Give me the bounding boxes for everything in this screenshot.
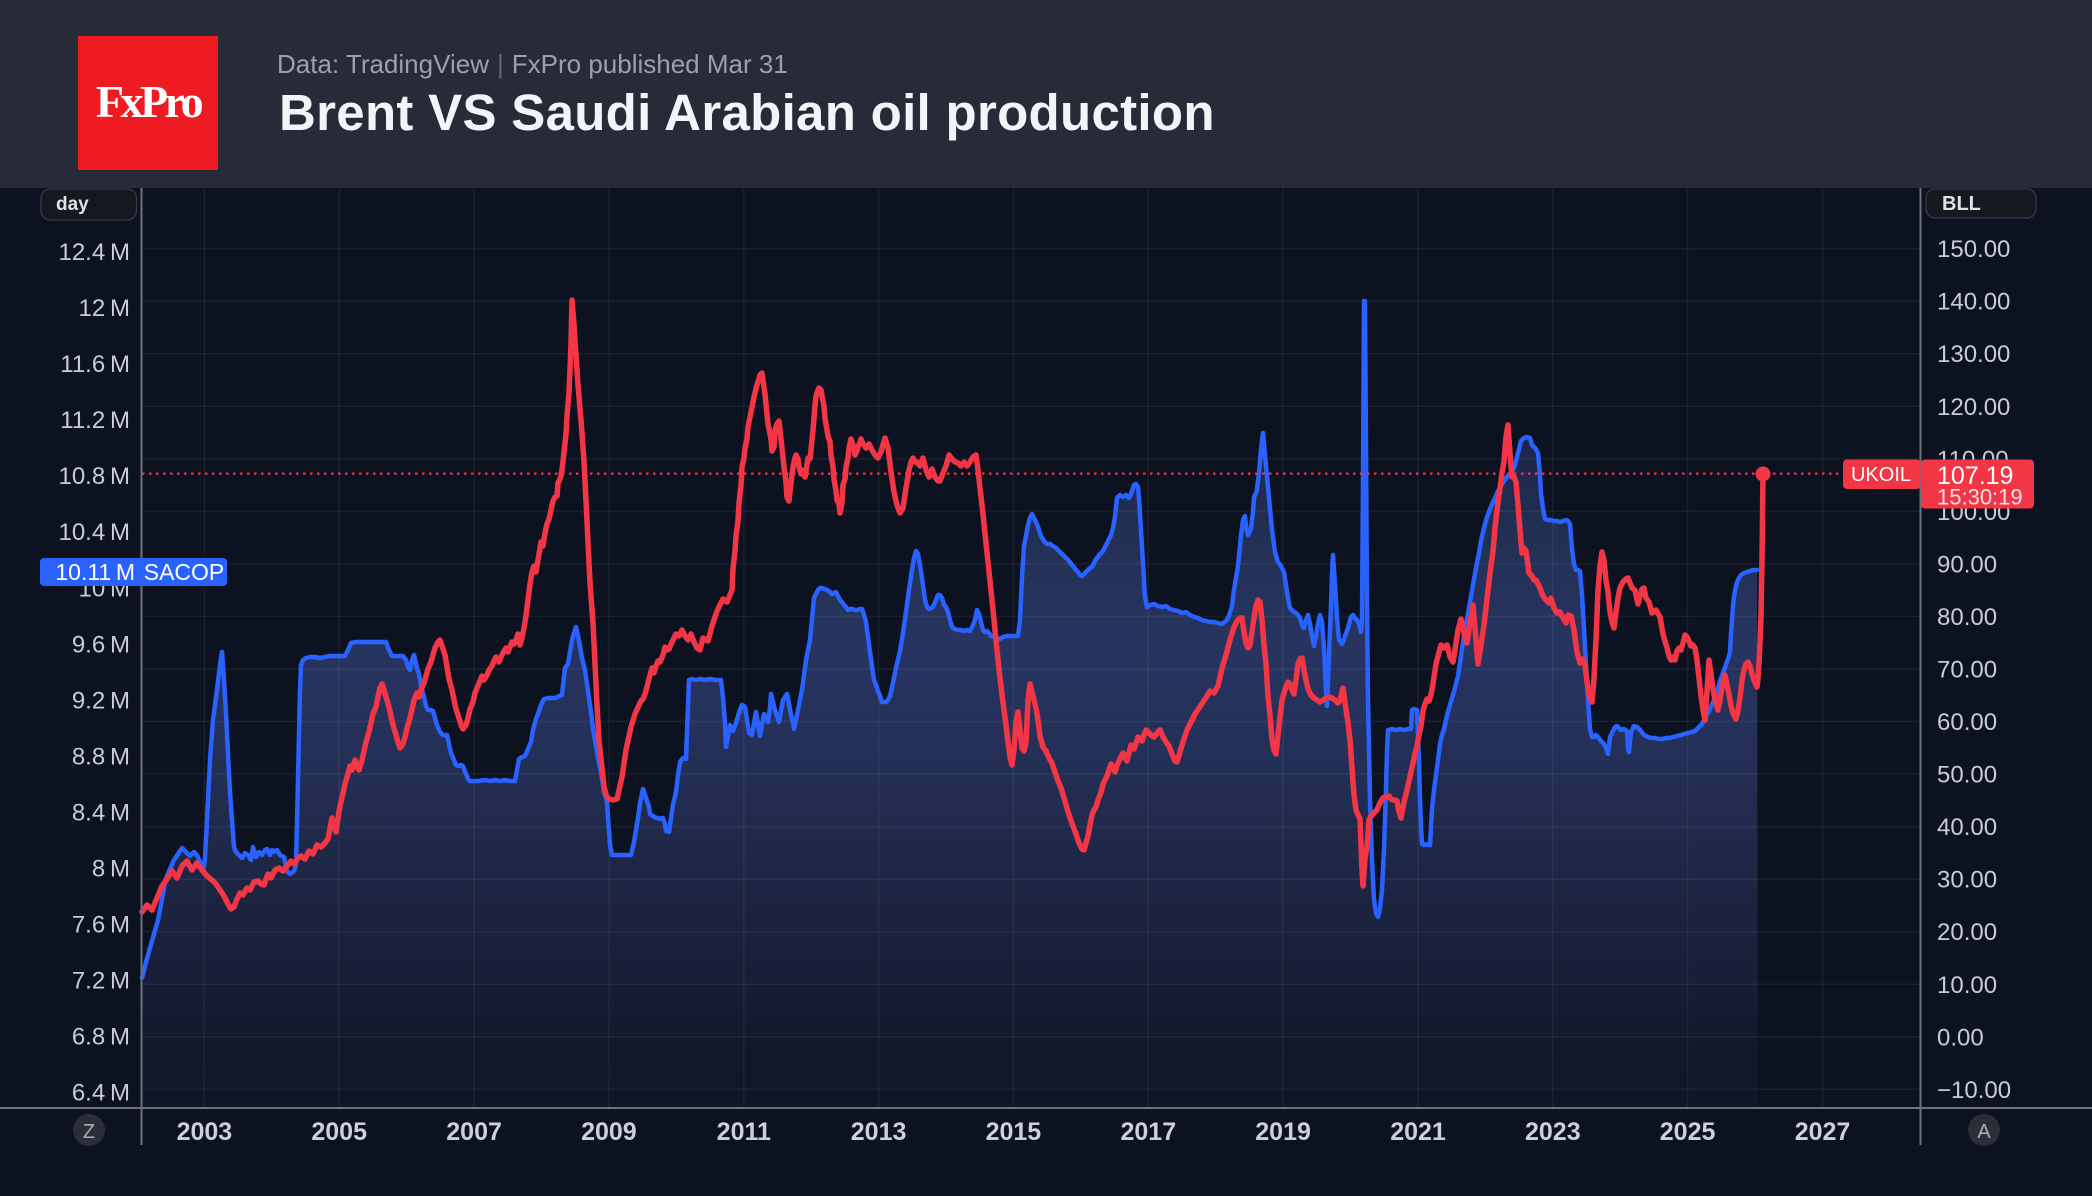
svg-text:80.00: 80.00 [1937, 604, 1997, 631]
svg-text:9.6 M: 9.6 M [72, 631, 130, 658]
svg-text:UKOIL: UKOIL [1851, 464, 1911, 486]
svg-text:6.8 M: 6.8 M [72, 1024, 130, 1051]
svg-text:day: day [56, 194, 89, 215]
svg-text:7.2 M: 7.2 M [72, 968, 130, 995]
svg-text:10.8 M: 10.8 M [58, 463, 130, 490]
svg-text:BLL: BLL [1942, 193, 1981, 215]
svg-text:90.00: 90.00 [1937, 551, 1997, 578]
svg-text:150.00: 150.00 [1937, 236, 2010, 263]
svg-text:120.00: 120.00 [1937, 394, 2010, 421]
svg-text:2005: 2005 [311, 1118, 367, 1146]
svg-text:11.6 M: 11.6 M [60, 351, 130, 378]
svg-text:11.2 M: 11.2 M [60, 407, 130, 434]
svg-text:6.4 M: 6.4 M [72, 1080, 130, 1107]
svg-text:15:30:19: 15:30:19 [1937, 485, 2023, 510]
svg-text:2023: 2023 [1525, 1118, 1581, 1146]
svg-text:8 M: 8 M [92, 855, 130, 882]
svg-text:10.4 M: 10.4 M [58, 519, 130, 546]
svg-text:70.00: 70.00 [1937, 657, 1997, 684]
svg-text:107.19: 107.19 [1937, 462, 2013, 490]
svg-text:−10.00: −10.00 [1937, 1077, 2011, 1104]
svg-text:0.00: 0.00 [1937, 1024, 1984, 1051]
svg-text:50.00: 50.00 [1937, 762, 1997, 789]
svg-text:2009: 2009 [581, 1118, 637, 1146]
svg-text:7.6 M: 7.6 M [72, 911, 130, 938]
svg-text:10.11 M: 10.11 M [55, 559, 135, 585]
svg-text:130.00: 130.00 [1937, 341, 2010, 368]
svg-text:2007: 2007 [446, 1118, 502, 1146]
svg-text:2017: 2017 [1120, 1118, 1176, 1146]
svg-text:2021: 2021 [1390, 1118, 1446, 1146]
svg-text:2011: 2011 [717, 1118, 771, 1146]
svg-text:140.00: 140.00 [1937, 289, 2010, 316]
svg-text:2015: 2015 [986, 1118, 1042, 1146]
svg-text:2027: 2027 [1795, 1118, 1851, 1146]
svg-text:SACOP: SACOP [144, 559, 225, 585]
svg-text:A: A [1977, 1121, 1991, 1143]
svg-text:60.00: 60.00 [1937, 709, 1997, 736]
svg-text:2013: 2013 [851, 1118, 907, 1146]
svg-text:10.00: 10.00 [1937, 972, 1997, 999]
svg-text:8.4 M: 8.4 M [72, 799, 130, 826]
svg-text:8.8 M: 8.8 M [72, 743, 130, 770]
svg-text:40.00: 40.00 [1937, 814, 1997, 841]
svg-text:20.00: 20.00 [1937, 919, 1997, 946]
svg-text:2025: 2025 [1660, 1118, 1716, 1146]
svg-text:2003: 2003 [177, 1118, 233, 1146]
svg-text:9.2 M: 9.2 M [72, 687, 130, 714]
svg-text:2019: 2019 [1255, 1118, 1311, 1146]
svg-text:30.00: 30.00 [1937, 867, 1997, 894]
svg-text:Z: Z [83, 1121, 95, 1143]
svg-text:12.4 M: 12.4 M [58, 239, 130, 266]
svg-text:12 M: 12 M [79, 295, 131, 322]
